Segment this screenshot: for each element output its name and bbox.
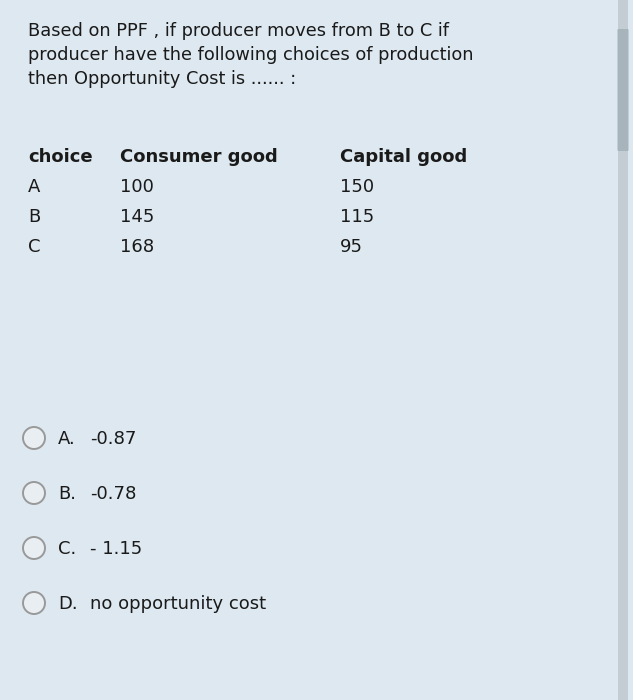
Text: A.: A.	[58, 430, 76, 448]
Text: 150: 150	[340, 178, 374, 196]
Text: D.: D.	[58, 595, 78, 613]
Text: C: C	[28, 238, 41, 256]
Text: Capital good: Capital good	[340, 148, 467, 166]
Text: choice: choice	[28, 148, 92, 166]
Text: Based on PPF , if producer moves from B to C if: Based on PPF , if producer moves from B …	[28, 22, 449, 40]
Text: then Opportunity Cost is ...... :: then Opportunity Cost is ...... :	[28, 70, 296, 88]
Text: -0.87: -0.87	[90, 430, 136, 448]
Text: 168: 168	[120, 238, 154, 256]
Circle shape	[23, 592, 45, 614]
Circle shape	[23, 537, 45, 559]
Text: C.: C.	[58, 540, 76, 558]
Circle shape	[23, 482, 45, 504]
Text: 145: 145	[120, 208, 154, 226]
Text: B: B	[28, 208, 41, 226]
Circle shape	[23, 427, 45, 449]
Text: Consumer good: Consumer good	[120, 148, 278, 166]
Text: 115: 115	[340, 208, 374, 226]
Text: - 1.15: - 1.15	[90, 540, 142, 558]
Bar	[618, 0, 628, 700]
Text: B.: B.	[58, 485, 76, 503]
Text: -0.78: -0.78	[90, 485, 136, 503]
Text: A: A	[28, 178, 41, 196]
Text: 100: 100	[120, 178, 154, 196]
FancyBboxPatch shape	[618, 29, 629, 151]
Text: 95: 95	[340, 238, 363, 256]
Text: no opportunity cost: no opportunity cost	[90, 595, 266, 613]
Text: producer have the following choices of production: producer have the following choices of p…	[28, 46, 473, 64]
